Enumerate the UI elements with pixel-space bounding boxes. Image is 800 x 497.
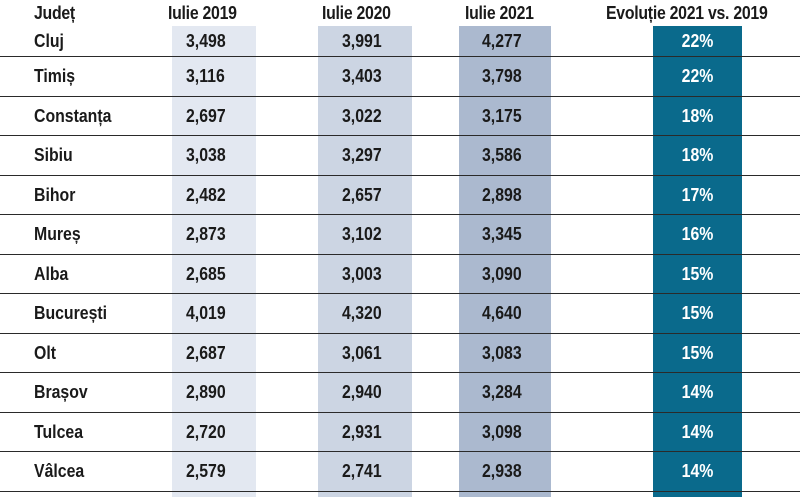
cell-iulie-2019: 2,579: [186, 461, 226, 482]
cell-evolution: 22%: [681, 66, 714, 87]
cell-iulie-2020: 3,061: [342, 342, 382, 363]
cell-judet: Sibiu: [34, 145, 73, 166]
cell-iulie-2019: 2,697: [186, 105, 226, 126]
cell-iulie-2021: 3,098: [482, 421, 522, 442]
cell-iulie-2020: 3,102: [342, 224, 382, 245]
table-row: Mureș 2,873 3,102 3,345 16%: [0, 215, 800, 255]
cell-evolution: 15%: [681, 342, 714, 363]
cell-evolution: 16%: [681, 224, 714, 245]
cell-iulie-2021: 2,898: [482, 184, 522, 205]
table-row: Timiș 3,116 3,403 3,798 22%: [0, 57, 800, 97]
cell-iulie-2020: 2,657: [342, 184, 382, 205]
cell-judet: Alba: [34, 263, 69, 284]
cell-iulie-2020: 3,403: [342, 66, 382, 87]
table-row: Bihor 2,482 2,657 2,898 17%: [0, 176, 800, 215]
cell-judet: Cluj: [34, 31, 64, 51]
cell-evolution: 18%: [681, 105, 714, 126]
cell-judet: Olt: [34, 342, 56, 363]
cell-iulie-2021: 3,345: [482, 224, 522, 245]
cell-judet: București: [34, 303, 108, 324]
cell-evolution: 14%: [681, 461, 714, 482]
cell-iulie-2020: 4,320: [342, 303, 382, 324]
cell-iulie-2020: 2,940: [342, 382, 382, 403]
cell-iulie-2021: 3,175: [482, 105, 522, 126]
cell-iulie-2020: 2,931: [342, 421, 382, 442]
column-band-2021: [459, 26, 551, 497]
cell-iulie-2021: 3,798: [482, 66, 522, 87]
column-band-evolution: [653, 26, 742, 497]
header-iulie-2020: Iulie 2020: [322, 3, 391, 23]
table-row: Vâlcea 2,579 2,741 2,938 14%: [0, 452, 800, 492]
cell-evolution: 14%: [681, 382, 714, 403]
cell-iulie-2020: 2,741: [342, 461, 382, 482]
cell-evolution: 14%: [681, 421, 714, 442]
table-row: Olt 2,687 3,061 3,083 15%: [0, 334, 800, 373]
cell-judet: Vâlcea: [34, 461, 85, 482]
table-row: Constanța 2,697 3,022 3,175 18%: [0, 97, 800, 136]
cell-iulie-2019: 2,890: [186, 382, 226, 403]
column-band-2019: [172, 26, 256, 497]
cell-evolution: 15%: [681, 263, 714, 284]
cell-iulie-2019: 2,873: [186, 224, 226, 245]
cell-evolution: 18%: [681, 145, 714, 166]
cell-iulie-2021: 2,938: [482, 461, 522, 482]
cell-judet: Brașov: [34, 382, 88, 403]
table-body: Cluj 3,498 3,991 4,277 22% Timiș 3,116 3,403 3,7…: [0, 26, 800, 492]
cell-iulie-2021: 4,640: [482, 303, 522, 324]
table-row: Alba 2,685 3,003 3,090 15%: [0, 255, 800, 294]
table-row: Brașov 2,890 2,940 3,284 14%: [0, 373, 800, 413]
table-row: Sibiu 3,038 3,297 3,586 18%: [0, 136, 800, 176]
cell-iulie-2019: 3,116: [186, 66, 225, 87]
header-iulie-2019: Iulie 2019: [168, 3, 237, 23]
cell-evolution: 17%: [681, 184, 714, 205]
cell-iulie-2021: 3,090: [482, 263, 522, 284]
cell-iulie-2020: 3,991: [342, 31, 382, 51]
header-judet: Județ: [34, 3, 75, 23]
cell-evolution: 22%: [681, 31, 714, 51]
cell-iulie-2021: 4,277: [482, 31, 522, 51]
table-header: Județ Iulie 2019 Iulie 2020 Iulie 2021 E…: [0, 0, 800, 26]
cell-iulie-2019: 4,019: [186, 303, 226, 324]
table-row: Tulcea 2,720 2,931 3,098 14%: [0, 413, 800, 452]
cell-iulie-2021: 3,083: [482, 342, 522, 363]
cell-iulie-2019: 2,482: [186, 184, 226, 205]
cell-iulie-2019: 2,685: [186, 263, 226, 284]
cell-iulie-2019: 3,038: [186, 145, 226, 166]
cell-iulie-2021: 3,284: [482, 382, 522, 403]
cell-iulie-2020: 3,297: [342, 145, 382, 166]
cell-iulie-2020: 3,003: [342, 263, 382, 284]
cell-judet: Bihor: [34, 184, 76, 205]
cell-iulie-2019: 2,687: [186, 342, 226, 363]
cell-evolution: 15%: [681, 303, 714, 324]
cell-iulie-2019: 2,720: [186, 421, 226, 442]
table-row: București 4,019 4,320 4,640 15%: [0, 294, 800, 334]
table-row: Cluj 3,498 3,991 4,277 22%: [0, 26, 800, 57]
cell-iulie-2019: 3,498: [186, 31, 226, 51]
cell-judet: Timiș: [34, 66, 76, 87]
cell-iulie-2021: 3,586: [482, 145, 522, 166]
cell-iulie-2020: 3,022: [342, 105, 382, 126]
cell-judet: Constanța: [34, 105, 112, 126]
cell-judet: Tulcea: [34, 421, 84, 442]
header-iulie-2021: Iulie 2021: [465, 3, 534, 23]
column-band-2020: [318, 26, 412, 497]
cell-judet: Mureș: [34, 224, 81, 245]
header-evolution: Evoluție 2021 vs. 2019: [606, 3, 768, 23]
